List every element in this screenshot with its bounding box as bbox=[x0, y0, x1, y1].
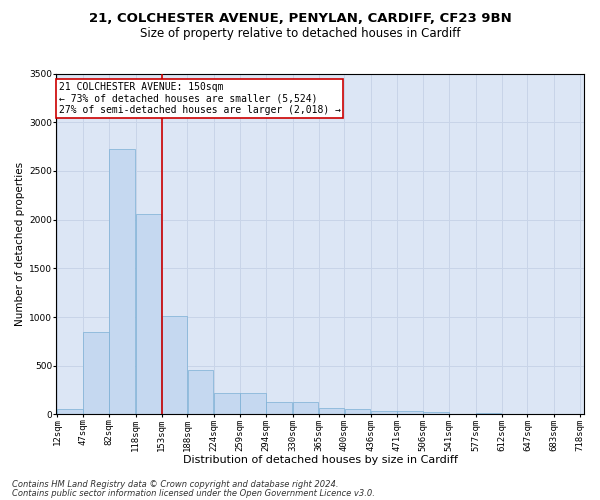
Text: 21, COLCHESTER AVENUE, PENYLAN, CARDIFF, CF23 9BN: 21, COLCHESTER AVENUE, PENYLAN, CARDIFF,… bbox=[89, 12, 511, 26]
Bar bbox=[371, 411, 397, 414]
Bar bbox=[293, 402, 319, 414]
Bar bbox=[188, 370, 213, 414]
Bar bbox=[136, 214, 161, 414]
Bar bbox=[57, 408, 83, 414]
Text: Size of property relative to detached houses in Cardiff: Size of property relative to detached ho… bbox=[140, 28, 460, 40]
Bar bbox=[319, 408, 344, 414]
Text: 21 COLCHESTER AVENUE: 150sqm
← 73% of detached houses are smaller (5,524)
27% of: 21 COLCHESTER AVENUE: 150sqm ← 73% of de… bbox=[59, 82, 341, 115]
Y-axis label: Number of detached properties: Number of detached properties bbox=[15, 162, 25, 326]
Bar bbox=[344, 409, 370, 414]
X-axis label: Distribution of detached houses by size in Cardiff: Distribution of detached houses by size … bbox=[182, 455, 457, 465]
Text: Contains public sector information licensed under the Open Government Licence v3: Contains public sector information licen… bbox=[12, 488, 375, 498]
Text: Contains HM Land Registry data © Crown copyright and database right 2024.: Contains HM Land Registry data © Crown c… bbox=[12, 480, 338, 489]
Bar bbox=[214, 393, 240, 414]
Bar bbox=[162, 316, 187, 414]
Bar bbox=[109, 150, 134, 414]
Bar bbox=[240, 393, 266, 414]
Bar bbox=[397, 412, 423, 414]
Bar bbox=[266, 402, 292, 414]
Bar bbox=[83, 332, 109, 414]
Bar bbox=[423, 412, 449, 414]
